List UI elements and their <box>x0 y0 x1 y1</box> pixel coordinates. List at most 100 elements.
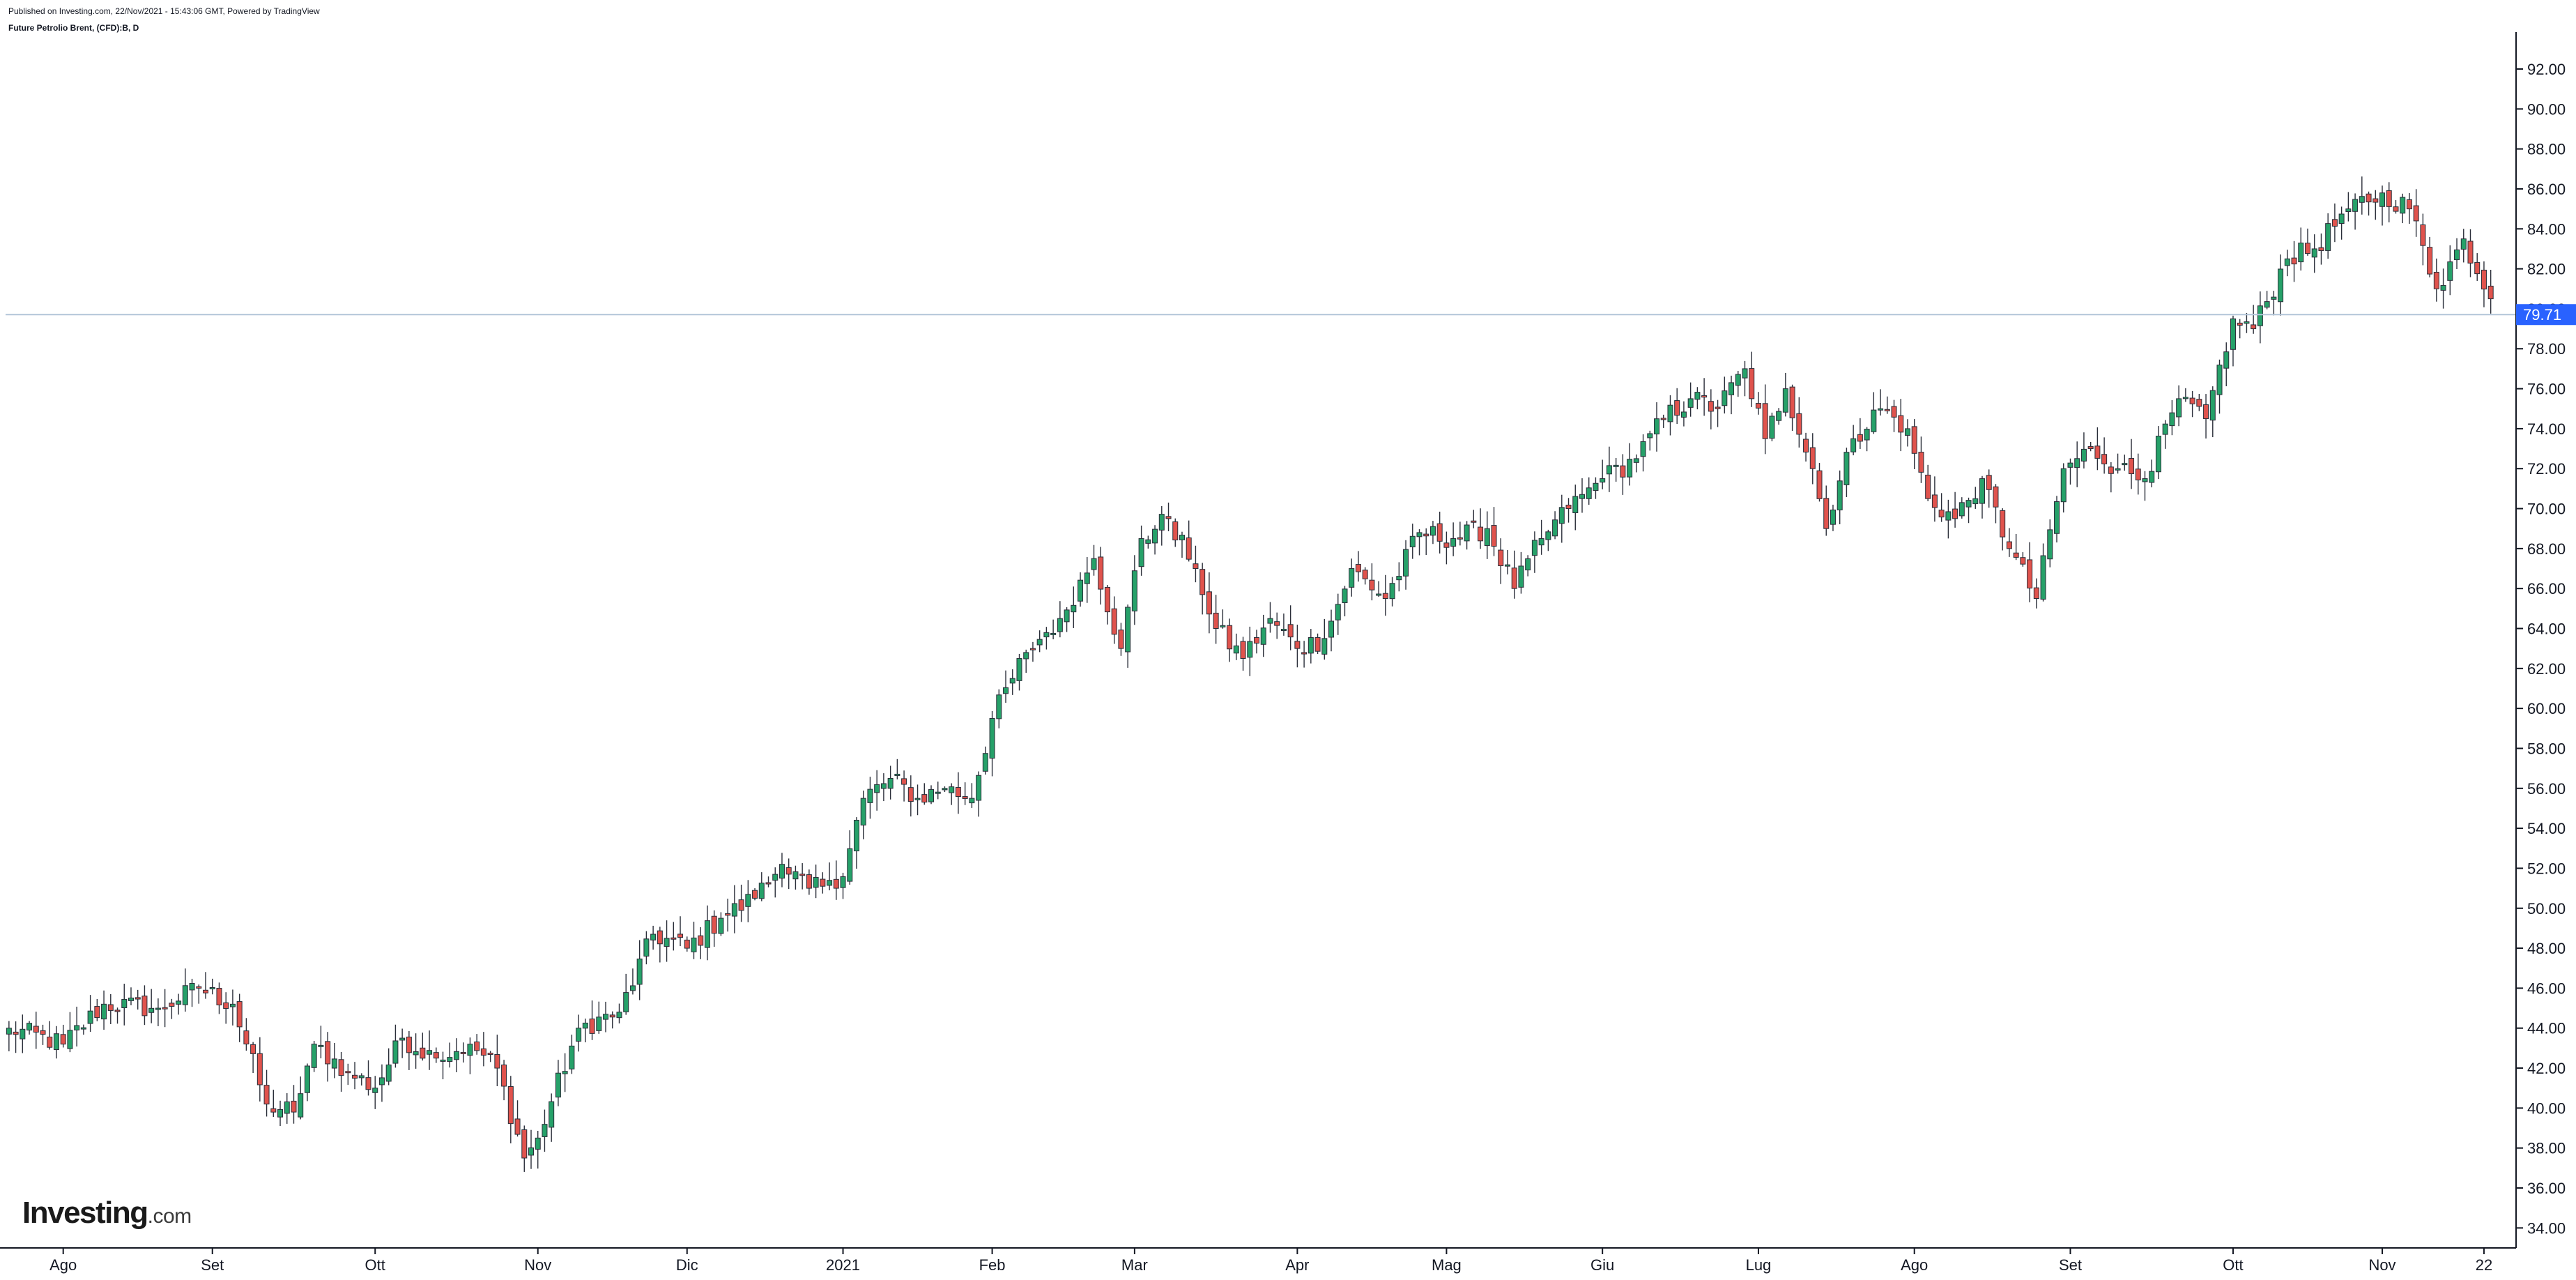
candle-body-up <box>1728 382 1735 395</box>
candle-body-up <box>1830 509 1836 525</box>
candle <box>847 830 853 885</box>
candle <box>1036 630 1043 653</box>
candle-body-up <box>542 1124 548 1137</box>
candle-body-down <box>1911 426 1917 454</box>
candle-body-down <box>1803 439 1809 452</box>
candle-body-up <box>1328 620 1335 638</box>
candle <box>1152 525 1158 555</box>
candle-body-up <box>1308 637 1314 654</box>
candle-body-down <box>2413 205 2419 222</box>
candle <box>677 916 684 947</box>
candle <box>2101 437 2108 474</box>
candle-body-down <box>1565 504 1572 510</box>
candle <box>501 1060 507 1101</box>
candle-body-down <box>338 1059 344 1076</box>
candle-body-up <box>623 992 629 1012</box>
candle <box>535 1130 541 1169</box>
candle-body-down <box>2033 587 2039 600</box>
candle <box>1409 524 1416 559</box>
candle-body-up <box>1376 593 1382 596</box>
candle <box>1091 544 1097 576</box>
time-tick-label: Lug <box>1746 1256 1772 1274</box>
candle-body-down <box>738 899 744 911</box>
candle-body-down <box>1993 486 1999 508</box>
candle-body-down <box>955 787 961 798</box>
candle-body-down <box>901 778 907 785</box>
candle <box>2067 458 2073 485</box>
candle <box>304 1063 310 1102</box>
time-axis[interactable]: Ago Set Ott Nov Dic 2021 Feb Mar Apr Mag Giu Lug Ago… <box>0 1247 2516 1274</box>
candle <box>785 858 792 890</box>
candle <box>1443 531 1450 565</box>
candle <box>2304 228 2310 256</box>
candle <box>982 746 988 775</box>
candle <box>596 1001 602 1034</box>
candle-body-down <box>514 1118 521 1135</box>
candle-body-up <box>2155 436 2161 473</box>
candle-body-up <box>1403 549 1409 577</box>
candle-body-up <box>691 937 697 952</box>
price-axis[interactable]: 34.00 36.00 38.00 40.00 42.00 44.00 46.00 48.00… <box>2515 32 2566 1248</box>
candle-body-up <box>629 985 636 991</box>
candle-body-down <box>2108 466 2114 474</box>
candle-body-up <box>2223 351 2230 369</box>
candle-body-down <box>487 1053 493 1056</box>
candle-body-up <box>1450 538 1457 547</box>
candle <box>487 1051 493 1062</box>
candle-body-up <box>2447 261 2453 281</box>
candle-body-down <box>1660 418 1666 420</box>
candle-body-up <box>582 1022 588 1029</box>
candle <box>135 989 141 1010</box>
candle <box>799 863 806 890</box>
candle-body-up <box>121 998 128 1009</box>
candle <box>1186 520 1192 562</box>
candle-body-up <box>636 959 643 985</box>
candle <box>1484 511 1490 559</box>
candle <box>1667 395 1673 436</box>
candle <box>1416 529 1423 556</box>
candle-body-up <box>1667 404 1673 422</box>
candle-body-up <box>949 786 955 793</box>
candle-body-down <box>1382 593 1388 600</box>
candle-body-up <box>2325 223 2331 251</box>
candle-body-up <box>867 788 873 803</box>
candle-body-up <box>80 1027 86 1030</box>
candle <box>2278 254 2284 316</box>
candle-body-up <box>1179 535 1185 540</box>
candle <box>2155 426 2161 480</box>
candle <box>867 777 873 819</box>
candle-body-up <box>643 938 650 957</box>
candle-body-up <box>284 1101 290 1114</box>
candle-body-up <box>148 1007 155 1013</box>
candle <box>2209 386 2216 438</box>
candle-body-down <box>420 1047 426 1059</box>
candle <box>752 888 758 901</box>
candle-body-down <box>141 996 148 1016</box>
candle <box>60 1024 66 1048</box>
time-tick-label: Nov <box>2368 1256 2395 1274</box>
candle <box>1525 555 1531 577</box>
candle-body-down <box>33 1026 39 1033</box>
candle <box>684 936 690 952</box>
candle-body-up <box>650 934 657 940</box>
candle <box>277 1100 284 1127</box>
candle-body-down <box>1471 520 1477 523</box>
candle <box>2122 455 2128 471</box>
candle <box>2400 193 2406 224</box>
candle <box>1952 492 1958 528</box>
candle <box>1633 454 1639 473</box>
candle-body-up <box>2400 197 2406 214</box>
candle-body-down <box>162 1007 168 1009</box>
candle-body-down <box>256 1053 263 1085</box>
candle <box>1084 557 1090 603</box>
candle <box>860 790 866 839</box>
candle-body-up <box>1904 428 1910 436</box>
candle <box>2460 229 2467 263</box>
candle-body-down <box>1362 570 1368 579</box>
price-tick-label: 50.00 <box>2527 900 2566 917</box>
candle-body-up <box>1878 408 1884 411</box>
price-tick-label: 66.00 <box>2527 580 2566 597</box>
candle <box>935 782 941 800</box>
candle <box>169 998 175 1019</box>
